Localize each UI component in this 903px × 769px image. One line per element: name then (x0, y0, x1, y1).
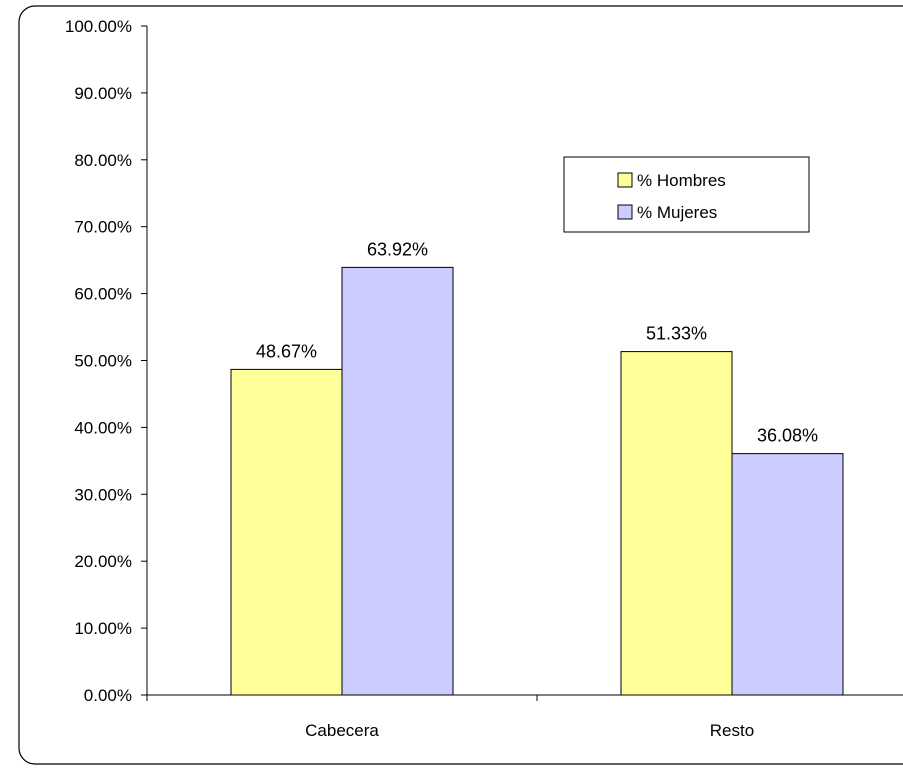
y-tick-label: 20.00% (74, 552, 132, 571)
y-tick-label: 30.00% (74, 485, 132, 504)
bar (230, 368, 343, 696)
y-tick-label: 60.00% (74, 285, 132, 304)
x-category-label: Cabecera (305, 721, 379, 740)
y-tick-label: 70.00% (74, 218, 132, 237)
bar (341, 266, 454, 696)
data-label: 63.92% (367, 239, 428, 259)
y-tick-label: 90.00% (74, 84, 132, 103)
legend: % Hombres % Mujeres (563, 156, 810, 233)
bar (731, 453, 844, 696)
x-category-label: Resto (710, 721, 754, 740)
y-tick-label: 50.00% (74, 352, 132, 371)
y-tick-label: 40.00% (74, 418, 132, 437)
y-axis: 0.00% 10.00% 20.00% 30.00% 40.00% 50.00% 60.00… (65, 17, 148, 705)
legend-label: % Mujeres (637, 203, 717, 222)
legend-swatch (617, 204, 633, 220)
y-tick-label: 0.00% (84, 686, 132, 705)
data-label: 48.67% (256, 341, 317, 361)
bars: 48.67% 63.92% 51.33% 36.08% (230, 239, 844, 696)
y-tick-label: 80.00% (74, 151, 132, 170)
legend-box (563, 156, 810, 233)
data-label: 36.08% (757, 426, 818, 446)
y-tick-label: 10.00% (74, 619, 132, 638)
legend-label: % Hombres (637, 171, 726, 190)
data-label: 51.33% (646, 324, 707, 344)
bar (620, 351, 733, 696)
y-tick-label: 100.00% (65, 17, 132, 36)
legend-swatch (617, 172, 633, 188)
